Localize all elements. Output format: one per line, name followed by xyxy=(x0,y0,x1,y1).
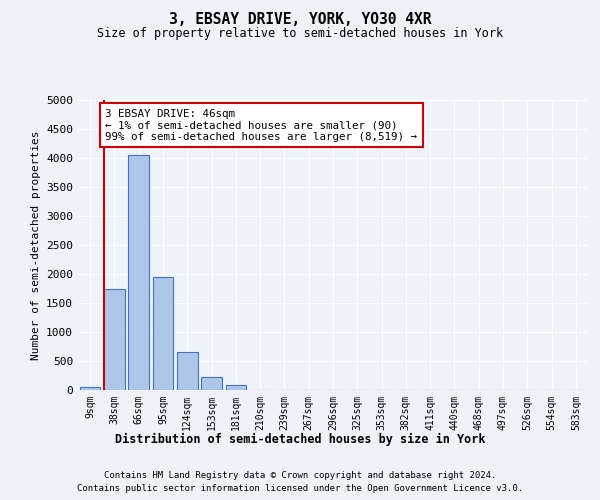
Text: Distribution of semi-detached houses by size in York: Distribution of semi-detached houses by … xyxy=(115,432,485,446)
Bar xyxy=(201,376,222,390)
Text: Contains public sector information licensed under the Open Government Licence v3: Contains public sector information licen… xyxy=(77,484,523,493)
Bar xyxy=(104,288,125,390)
Text: 3 EBSAY DRIVE: 46sqm
← 1% of semi-detached houses are smaller (90)
99% of semi-d: 3 EBSAY DRIVE: 46sqm ← 1% of semi-detach… xyxy=(105,108,417,142)
Bar xyxy=(226,385,246,390)
Bar xyxy=(128,155,149,390)
Bar xyxy=(152,277,173,390)
Y-axis label: Number of semi-detached properties: Number of semi-detached properties xyxy=(31,130,41,360)
Bar xyxy=(80,387,100,390)
Text: Size of property relative to semi-detached houses in York: Size of property relative to semi-detach… xyxy=(97,28,503,40)
Text: 3, EBSAY DRIVE, YORK, YO30 4XR: 3, EBSAY DRIVE, YORK, YO30 4XR xyxy=(169,12,431,28)
Bar xyxy=(177,352,197,390)
Text: Contains HM Land Registry data © Crown copyright and database right 2024.: Contains HM Land Registry data © Crown c… xyxy=(104,471,496,480)
